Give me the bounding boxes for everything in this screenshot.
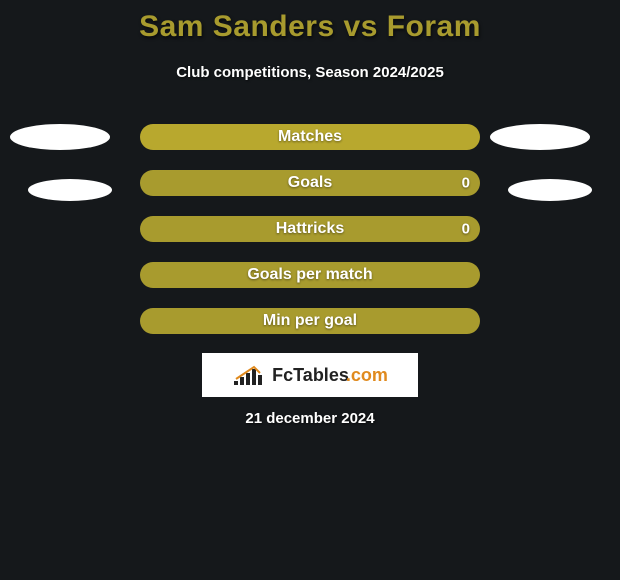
fctables-logo: FcTables.com — [202, 353, 418, 397]
date-label: 21 december 2024 — [0, 410, 620, 427]
stat-label: Goals — [288, 174, 332, 192]
ellipse-left-1 — [10, 124, 110, 150]
stat-row-min-per-goal: Min per goal — [140, 308, 480, 334]
stat-label: Hattricks — [276, 220, 344, 238]
stat-row-hattricks: Hattricks 0 — [140, 216, 480, 242]
stat-label: Goals per match — [247, 266, 372, 284]
page-title: Sam Sanders vs Foram — [0, 10, 620, 44]
stat-value: 0 — [462, 221, 470, 238]
bar-chart-icon — [232, 363, 266, 387]
logo-text-main: FcTables — [272, 365, 349, 385]
stat-row-matches: Matches — [140, 124, 480, 150]
stats-card: Sam Sanders vs Foram Club competitions, … — [0, 0, 620, 580]
ellipse-right-1 — [490, 124, 590, 150]
stat-label: Matches — [278, 128, 342, 146]
ellipse-right-2 — [508, 179, 592, 201]
stat-bar: Goals per match — [140, 262, 480, 288]
logo-text-suffix: .com — [346, 365, 388, 385]
stat-bar: Hattricks 0 — [140, 216, 480, 242]
stat-row-goals-per-match: Goals per match — [140, 262, 480, 288]
logo-text: FcTables.com — [272, 365, 388, 386]
stat-value: 0 — [462, 175, 470, 192]
stat-row-goals: Goals 0 — [140, 170, 480, 196]
stat-bar: Goals 0 — [140, 170, 480, 196]
ellipse-left-2 — [28, 179, 112, 201]
stat-bar: Matches — [140, 124, 480, 150]
stat-bar: Min per goal — [140, 308, 480, 334]
subtitle: Club competitions, Season 2024/2025 — [0, 64, 620, 81]
stat-label: Min per goal — [263, 312, 357, 330]
